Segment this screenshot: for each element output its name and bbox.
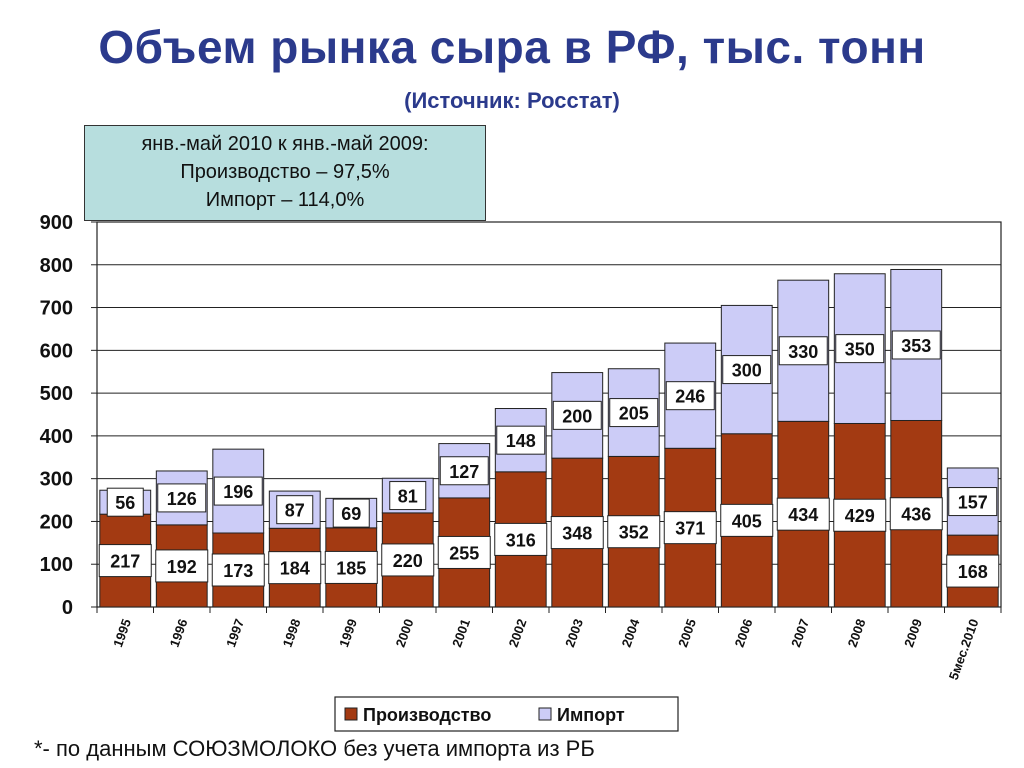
data-label-production: 405 [732, 511, 762, 531]
data-label-import: 126 [167, 489, 197, 509]
x-tick-label: 2002 [506, 617, 530, 649]
data-label-production: 255 [449, 543, 479, 563]
data-label-import: 300 [732, 361, 762, 381]
data-label-import: 127 [449, 462, 479, 482]
y-tick-label: 200 [40, 511, 73, 533]
x-tick-label: 2001 [449, 617, 473, 649]
data-label-import: 200 [562, 406, 592, 426]
x-tick-label: 2000 [393, 617, 417, 649]
x-tick-label: 2003 [562, 617, 586, 649]
data-label-import: 157 [958, 493, 988, 513]
data-label-production: 352 [619, 523, 649, 543]
x-tick-label: 1998 [280, 617, 304, 649]
data-label-production: 429 [845, 506, 875, 526]
data-label-production: 192 [167, 557, 197, 577]
x-tick-label: 2004 [619, 616, 643, 649]
x-axis: 1995 1996 1997 1998 1999 2000 2001 2002 2003 2004… [97, 607, 1001, 682]
x-tick-label: 1999 [336, 617, 360, 649]
data-label-production: 434 [788, 505, 818, 525]
x-tick-label: 2005 [675, 617, 699, 649]
data-label-import: 350 [845, 340, 875, 360]
y-axis: 0 100 200 300 400 500 600 700 800 900 [40, 212, 97, 619]
x-tick-label: 1997 [223, 617, 247, 649]
x-tick-label: 2008 [845, 617, 869, 649]
x-tick-label: 2009 [901, 617, 925, 649]
x-tick-label: 1996 [167, 617, 191, 649]
legend: Производство Импорт [335, 697, 678, 731]
data-label-production: 173 [223, 561, 253, 581]
data-label-production: 436 [901, 505, 931, 525]
comparison-note: янв.-май 2010 к янв.-май 2009: Производс… [84, 125, 486, 221]
x-tick-label: 1995 [110, 617, 134, 649]
data-label-production: 348 [562, 524, 592, 544]
y-tick-label: 300 [40, 469, 73, 491]
data-label-import: 81 [398, 487, 418, 507]
y-tick-label: 900 [40, 212, 73, 234]
y-tick-label: 0 [62, 597, 73, 619]
note-line-period: янв.-май 2010 к янв.-май 2009: [85, 130, 485, 158]
data-label-import: 246 [675, 387, 705, 407]
data-label-import: 56 [115, 493, 135, 513]
data-label-production: 217 [110, 552, 140, 572]
y-tick-label: 700 [40, 298, 73, 320]
data-label-production: 371 [675, 519, 705, 539]
data-label-production: 184 [280, 559, 310, 579]
legend-label-import: Импорт [557, 705, 625, 725]
legend-swatch-production [345, 708, 357, 720]
y-tick-label: 800 [40, 255, 73, 277]
data-label-import: 69 [341, 504, 361, 524]
data-label-import: 330 [788, 342, 818, 362]
y-tick-label: 600 [40, 340, 73, 362]
footnote: *- по данным СОЮЗМОЛОКО без учета импорт… [34, 736, 595, 762]
data-label-import: 205 [619, 404, 649, 424]
note-line-production: Производство – 97,5% [85, 158, 485, 186]
x-tick-label: 2006 [732, 617, 756, 649]
data-label-import: 87 [285, 501, 305, 521]
data-label-production: 316 [506, 530, 536, 550]
note-line-import: Импорт – 114,0% [85, 186, 485, 214]
data-label-production: 220 [393, 551, 423, 571]
x-tick-label: 5мес.2010 [946, 617, 982, 682]
data-label-import: 353 [901, 336, 931, 356]
y-tick-label: 400 [40, 426, 73, 448]
y-tick-label: 100 [40, 554, 73, 576]
data-label-import: 196 [223, 482, 253, 502]
data-label-production: 168 [958, 562, 988, 582]
data-label-production: 185 [336, 558, 366, 578]
y-tick-label: 500 [40, 383, 73, 405]
legend-swatch-import [539, 708, 551, 720]
data-label-import: 148 [506, 431, 536, 451]
legend-label-production: Производство [363, 705, 491, 725]
x-tick-label: 2007 [788, 617, 812, 649]
